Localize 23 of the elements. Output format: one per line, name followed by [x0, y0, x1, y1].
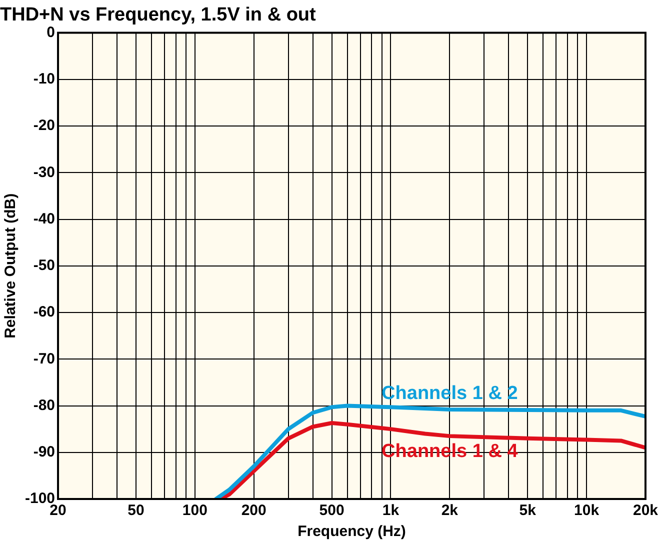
x-tick-label: 50 [128, 502, 144, 520]
x-tick-label: 200 [241, 502, 266, 520]
x-tick-label: 10k [574, 502, 600, 520]
y-axis-title: Relative Output (dB) [2, 193, 20, 338]
y-tick-label: -90 [33, 444, 56, 461]
y-tick-label: -30 [33, 164, 56, 181]
x-tick-label: 2k [441, 502, 459, 520]
chart-title: THD+N vs Frequency, 1.5V in & out [0, 4, 317, 26]
x-axis-title: Frequency (Hz) [298, 523, 406, 540]
x-tick-label: 500 [319, 502, 344, 520]
x-tick-label: 20k [632, 502, 659, 520]
y-tick-label: -20 [33, 117, 56, 134]
y-tick-label: -70 [33, 350, 56, 368]
x-tick-label: 1k [382, 502, 400, 520]
x-tick-label: 100 [182, 502, 208, 520]
x-tick-label: 20 [50, 502, 66, 520]
x-tick-label: 5k [519, 502, 537, 520]
y-tick-label: 0 [46, 24, 56, 41]
y-tick-label: -60 [33, 304, 56, 321]
y-tick-label: -40 [33, 210, 56, 228]
y-tick-label: -50 [33, 257, 56, 274]
y-tick-label: -80 [33, 396, 56, 414]
y-tick-label: -10 [33, 70, 56, 88]
